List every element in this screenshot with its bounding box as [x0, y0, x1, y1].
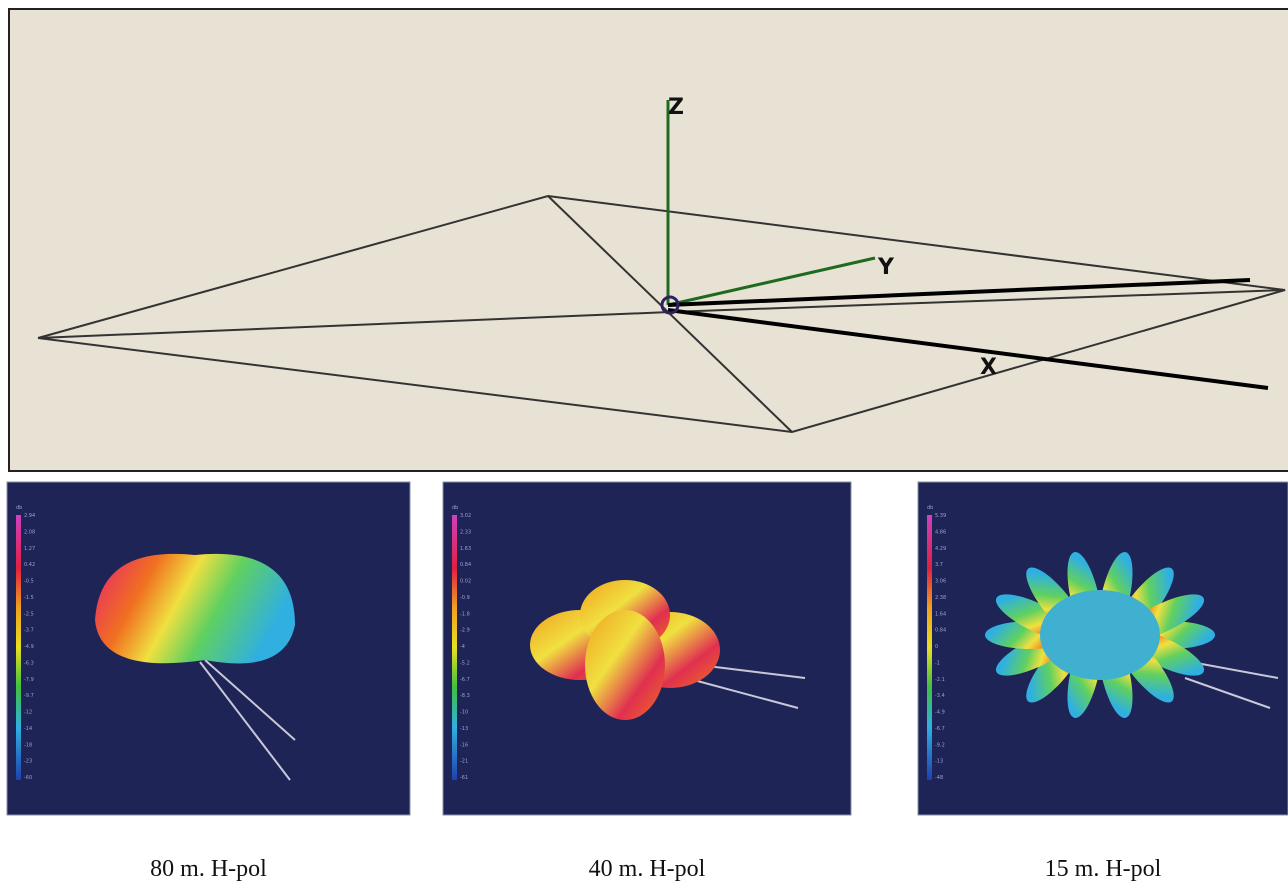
- caption: 80 m. H-pol: [150, 856, 267, 882]
- colorbar-label: -21: [460, 759, 468, 765]
- colorbar-label: -4.9: [24, 644, 34, 650]
- colorbar-label: 1.63: [460, 546, 471, 552]
- colorbar-label: -3.7: [24, 628, 34, 634]
- caption: 40 m. H-pol: [589, 856, 706, 882]
- pattern-panel: db3.02 2.33 1.63 0.84 0.02 -0.9 -1.8 -2.9 -4 -5.2…: [443, 482, 851, 815]
- axis-label: Z: [668, 95, 684, 120]
- colorbar-label: -14: [24, 726, 32, 732]
- colorbar-label: -5.2: [460, 660, 470, 666]
- colorbar-label: -1: [935, 660, 940, 666]
- colorbar: [452, 515, 457, 780]
- pattern-lobe: [585, 610, 665, 720]
- caption: 15 m. H-pol: [1045, 856, 1162, 882]
- pattern-lobe: [95, 554, 295, 664]
- colorbar-label: 2.38: [935, 595, 946, 601]
- colorbar-unit: db: [927, 505, 933, 511]
- antenna-view: Z Y X: [9, 9, 1288, 471]
- colorbar-label: -60: [24, 775, 32, 781]
- axis-label: Y: [877, 255, 895, 280]
- colorbar-label: 2.33: [460, 529, 471, 535]
- colorbar-label: -18: [24, 742, 32, 748]
- colorbar-label: -3.4: [935, 693, 945, 699]
- colorbar-label: -16: [460, 742, 468, 748]
- colorbar-label: 4.86: [935, 529, 946, 535]
- colorbar-label: -6.7: [460, 677, 470, 683]
- colorbar-label: -6.7: [935, 726, 945, 732]
- colorbar-label: -0.9: [460, 595, 470, 601]
- colorbar-label: -2.5: [24, 611, 34, 617]
- colorbar-label: -2.9: [460, 628, 470, 634]
- colorbar-unit: db: [16, 505, 22, 511]
- colorbar-label: 0.42: [24, 562, 35, 568]
- colorbar-label: -9.7: [24, 693, 34, 699]
- colorbar-label: 0.02: [460, 579, 471, 585]
- pattern-panel: db5.39 4.86 4.29 3.7 3.06 2.38 1.64 0.84 0 -1 -2.1…: [918, 482, 1288, 815]
- colorbar-label: -7.9: [24, 677, 34, 683]
- figure: Z Y X db2.942.081.270.42-0.5-1.5-2.5-3.7…: [0, 0, 1288, 882]
- colorbar-label: 0.84: [935, 628, 946, 634]
- colorbar-label: -1.5: [24, 595, 34, 601]
- colorbar-label: -0.5: [24, 579, 34, 585]
- colorbar-label: -8.3: [460, 693, 470, 699]
- colorbar-label: -13: [460, 726, 468, 732]
- colorbar-label: 3.7: [935, 562, 943, 568]
- colorbar: [16, 515, 21, 780]
- colorbar-label: -9.2: [935, 742, 945, 748]
- colorbar-label: -1.8: [460, 611, 470, 617]
- axis-label: X: [980, 355, 997, 380]
- colorbar-label: -4: [460, 644, 465, 650]
- colorbar-label: -4.9: [935, 710, 945, 716]
- colorbar-label: 2.94: [24, 513, 35, 519]
- colorbar-label: -48: [935, 775, 943, 781]
- colorbar-label: -61: [460, 775, 468, 781]
- colorbar: [927, 515, 932, 780]
- colorbar-label: -23: [24, 759, 32, 765]
- colorbar-label: -12: [24, 710, 32, 716]
- colorbar-label: 0.84: [460, 562, 471, 568]
- pattern-panel: db2.94 2.08 1.27 0.42 -0.5 -1.5 -2.5 -3.7 -4.9 -6…: [7, 482, 410, 815]
- colorbar-label: 5.39: [935, 513, 946, 519]
- colorbar-label: -2.1: [935, 677, 945, 683]
- colorbar-label: -10: [460, 710, 468, 716]
- colorbar-label: 1.27: [24, 546, 35, 552]
- pattern-lobe: [1040, 590, 1160, 680]
- colorbar-label: 0: [935, 644, 938, 650]
- colorbar-label: 2.08: [24, 529, 35, 535]
- colorbar-label: -13: [935, 759, 943, 765]
- colorbar-unit: db: [452, 505, 458, 511]
- colorbar-label: 3.02: [460, 513, 471, 519]
- colorbar-label: 1.64: [935, 611, 946, 617]
- colorbar-label: -6.3: [24, 660, 34, 666]
- colorbar-label: 3.06: [935, 579, 946, 585]
- colorbar-label: 4.29: [935, 546, 946, 552]
